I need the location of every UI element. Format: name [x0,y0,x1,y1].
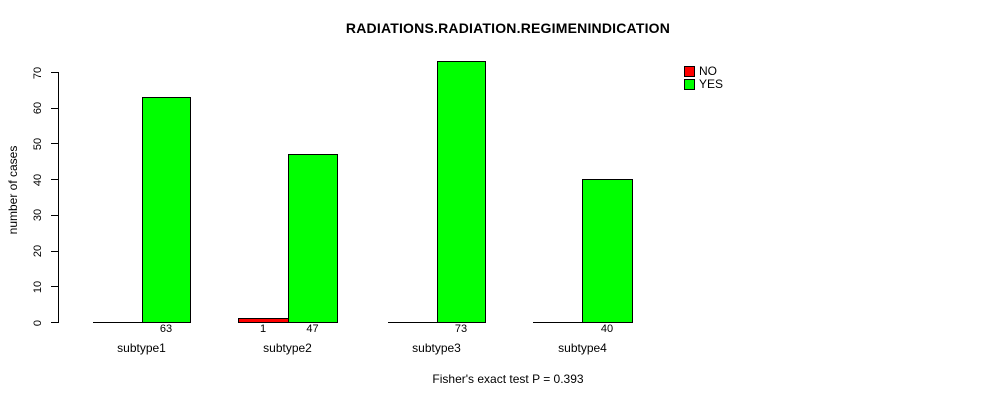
category-label-subtype1: subtype1 [117,341,166,355]
y-axis-tick [51,179,58,180]
bar-yes-subtype4 [582,179,633,323]
y-axis-tick-label: 0 [32,319,44,327]
chart-title: RADIATIONS.RADIATION.REGIMENINDICATION [345,20,671,36]
y-axis-tick-label: 50 [32,137,44,151]
y-axis-tick [51,215,58,216]
y-axis-tick-label: 30 [32,208,44,222]
y-axis-tick [51,72,58,73]
legend-label-yes: YES [699,77,724,91]
legend-swatch-yes [684,79,695,90]
bar-no-subtype3 [388,322,438,323]
y-axis-label: number of cases [6,145,20,235]
y-axis-tick-label: 70 [32,66,44,80]
bar-yes-subtype1 [142,97,191,323]
statistical-test-annotation: Fisher's exact test P = 0.393 [432,372,584,386]
bar-value-label-subtype2-yes: 47 [306,323,319,335]
bar-yes-subtype2 [288,154,338,323]
y-axis-line [58,72,59,323]
bar-value-label-subtype1-yes: 63 [159,323,173,335]
category-label-subtype3: subtype3 [412,341,461,355]
bar-value-label-subtype4-yes: 40 [600,323,614,335]
legend: NO YES [684,65,723,91]
bar-no-subtype4 [533,322,583,323]
bar-value-label-subtype2-no: 1 [259,323,267,335]
y-axis-tick [51,251,58,252]
legend-entry-yes: YES [684,78,723,91]
y-axis-tick [51,143,58,144]
y-axis-tick [51,286,58,287]
category-label-subtype2: subtype2 [263,341,312,355]
y-axis-tick [51,322,58,323]
bar-yes-subtype3 [437,61,486,323]
bar-no-subtype1 [93,322,143,323]
y-axis-tick-label: 60 [32,101,44,115]
legend-label-no: NO [699,64,717,78]
y-axis-tick-label: 20 [32,244,44,258]
y-axis-tick-label: 10 [32,280,44,294]
legend-entry-no: NO [684,65,723,78]
bar-value-label-subtype3-yes: 73 [454,323,468,335]
y-axis-tick-label: 40 [32,173,44,187]
category-label-subtype4: subtype4 [558,341,607,355]
legend-swatch-no [684,66,695,77]
y-axis-tick [51,108,58,109]
